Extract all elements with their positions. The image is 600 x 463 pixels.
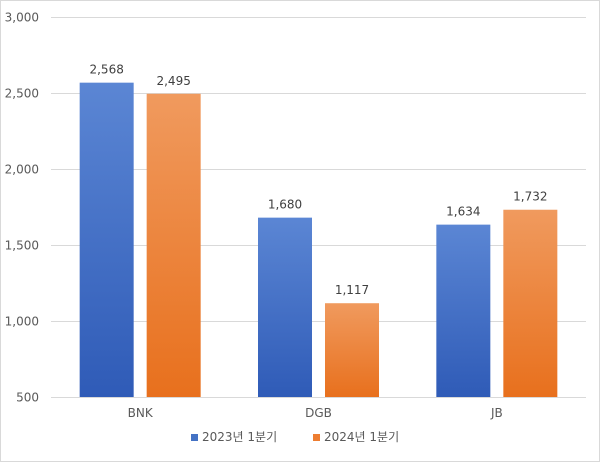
y-tick-label: 2,000 — [5, 163, 39, 177]
bar-jb-series-2 — [503, 209, 558, 397]
legend: 2023년 1분기 2024년 1분기 — [191, 430, 399, 444]
legend-swatch — [191, 434, 198, 441]
y-tick-label: 3,000 — [5, 11, 39, 25]
y-tick-label: 1,000 — [5, 315, 39, 329]
legend-label: 2023년 1분기 — [202, 430, 277, 444]
y-tick-label: 2,500 — [5, 87, 39, 101]
bar-jb-series-1 — [436, 224, 491, 397]
y-axis-ticks: 500 1,000 1,500 2,000 2,500 3,000 — [5, 11, 39, 405]
x-tick-label: JB — [490, 406, 503, 420]
data-label: 1,634 — [446, 205, 480, 219]
x-axis-ticks: BNK DGB JB — [128, 406, 503, 420]
data-label: 1,117 — [335, 283, 369, 297]
data-label: 2,495 — [156, 74, 190, 88]
legend-item: 2023년 1분기 — [191, 430, 277, 444]
data-label: 2,568 — [89, 63, 123, 77]
data-label: 1,680 — [268, 198, 302, 212]
x-tick-label: DGB — [305, 406, 332, 420]
legend-label: 2024년 1분기 — [324, 430, 399, 444]
legend-item: 2024년 1분기 — [313, 430, 399, 444]
legend-swatch — [313, 434, 320, 441]
data-label: 1,732 — [513, 190, 547, 204]
y-tick-label: 500 — [16, 391, 39, 405]
bar-dgb-series-1 — [258, 217, 312, 397]
bar-bnk-series-1 — [79, 82, 134, 397]
bar-dgb-series-2 — [325, 303, 379, 397]
data-labels: 2,568 2,495 1,680 1,117 1,634 1,732 — [89, 63, 547, 298]
y-tick-label: 1,500 — [5, 239, 39, 253]
x-tick-label: BNK — [128, 406, 154, 420]
bars — [79, 82, 558, 397]
gridlines — [51, 17, 586, 398]
bar-bnk-series-2 — [146, 93, 201, 397]
